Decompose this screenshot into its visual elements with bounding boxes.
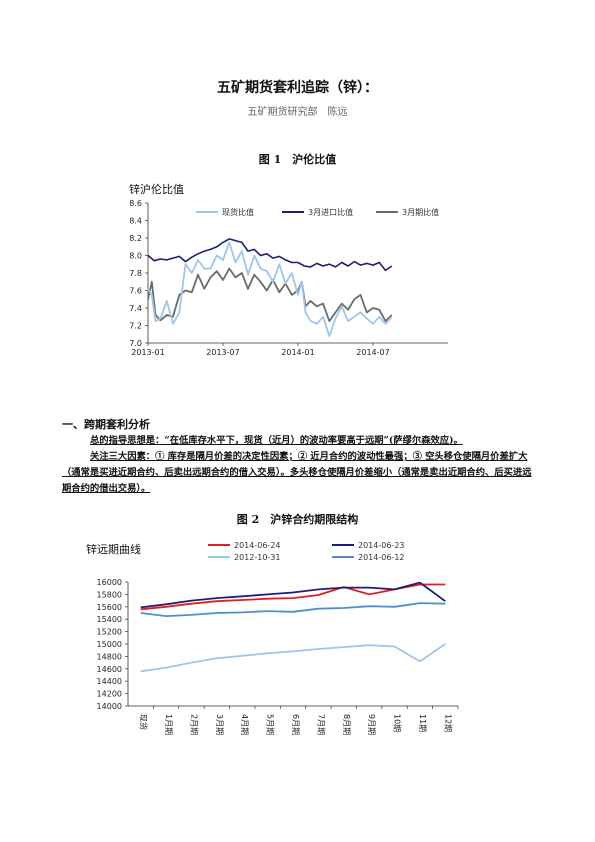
y-tick-label: 7.8 [129, 269, 142, 278]
x-tick-label: 9月期 [367, 714, 376, 735]
series-line-1 [147, 241, 393, 337]
x-tick-label: 4月期 [240, 714, 249, 735]
legend-label: 2014-06-24 [234, 541, 281, 550]
x-tick-label: 6月期 [291, 714, 300, 735]
author-line: 五矿期货研究部 陈远 [247, 107, 348, 118]
paragraph-factors: 关注三大因素：① 库存是隔月价差的决定性因素；② 近月合约的波动性最强；③ 空头… [62, 451, 532, 494]
figure1-chart-title: 锌沪伦比值 [129, 182, 184, 196]
y-tick-label: 7.0 [129, 339, 142, 348]
y-tick-label: 8.2 [129, 234, 142, 243]
y-tick-label: 7.4 [129, 304, 142, 313]
y-tick-label: 14800 [97, 652, 122, 661]
series-line-3 [140, 643, 446, 673]
x-tick-label: 2014-07 [356, 348, 389, 357]
legend-label: 2012-10-31 [234, 553, 281, 562]
x-tick-label: 2013-07 [206, 348, 239, 357]
series-line-2 [140, 581, 446, 609]
x-tick-label: 7月期 [316, 714, 325, 735]
x-tick-label: 1月期 [164, 714, 173, 735]
section-heading: 一、跨期套利分析 [62, 418, 150, 431]
series-line-4 [140, 602, 446, 617]
y-tick-label: 7.2 [129, 322, 142, 331]
y-tick-label: 14000 [97, 702, 122, 711]
y-tick-label: 8.6 [129, 199, 142, 208]
y-tick-label: 16000 [97, 578, 122, 587]
figure2-caption: 图 2 沪锌合约期限结构 [236, 513, 359, 526]
y-tick-label: 15200 [97, 628, 122, 637]
y-tick-label: 15800 [97, 590, 122, 599]
x-tick-label: 2月期 [189, 714, 198, 735]
series-line-3 [147, 267, 393, 322]
x-tick-label: 5月期 [266, 714, 275, 735]
x-tick-label: 现货 [139, 714, 149, 730]
y-tick-label: 14400 [97, 677, 122, 686]
y-tick-label: 7.6 [129, 287, 142, 296]
x-tick-label: 2014-01 [281, 348, 314, 357]
y-tick-label: 8.0 [129, 252, 142, 261]
document-title: 五矿期货套利追踪（锌）： [217, 80, 378, 96]
y-tick-label: 15400 [97, 615, 122, 624]
y-tick-label: 15600 [97, 603, 122, 612]
y-tick-label: 15000 [97, 640, 122, 649]
x-tick-label: 2013-01 [131, 348, 164, 357]
paragraph-guideline: 总的指导思想是：“在低库存水平下，现货（近月）的波动率要高于远期”(萨缪尔森效应… [90, 435, 463, 446]
x-tick-label: 8月期 [342, 714, 351, 735]
y-tick-label: 14200 [97, 690, 122, 699]
legend-label: 2014-06-12 [358, 553, 405, 562]
y-tick-label: 8.4 [129, 217, 142, 226]
legend-label: 3月期比值 [402, 207, 439, 217]
figure1-chart: 锌沪伦比值 8.6 8.4 8.2 8.0 7.8 7.6 7.4 7.2 7.0 2013-0… [129, 182, 448, 357]
series-line-2 [147, 238, 393, 272]
figure1-caption: 图 1 沪伦比值 [258, 153, 337, 166]
legend-label: 3月进口比值 [308, 207, 353, 217]
x-tick-label: 3月期 [215, 714, 224, 735]
figure2-chart-title: 锌远期曲线 [86, 542, 141, 556]
x-tick-label: 11期 [418, 714, 427, 732]
legend-label: 2014-06-23 [358, 541, 405, 550]
legend-label: 现货比值 [222, 207, 254, 217]
figure2-chart: 锌远期曲线 16000 15800 15600 15400 15200 15000 1480… [86, 541, 459, 735]
x-tick-label: 10期 [393, 714, 402, 732]
x-tick-label: 12期 [443, 714, 452, 732]
y-tick-label: 14600 [97, 665, 122, 674]
